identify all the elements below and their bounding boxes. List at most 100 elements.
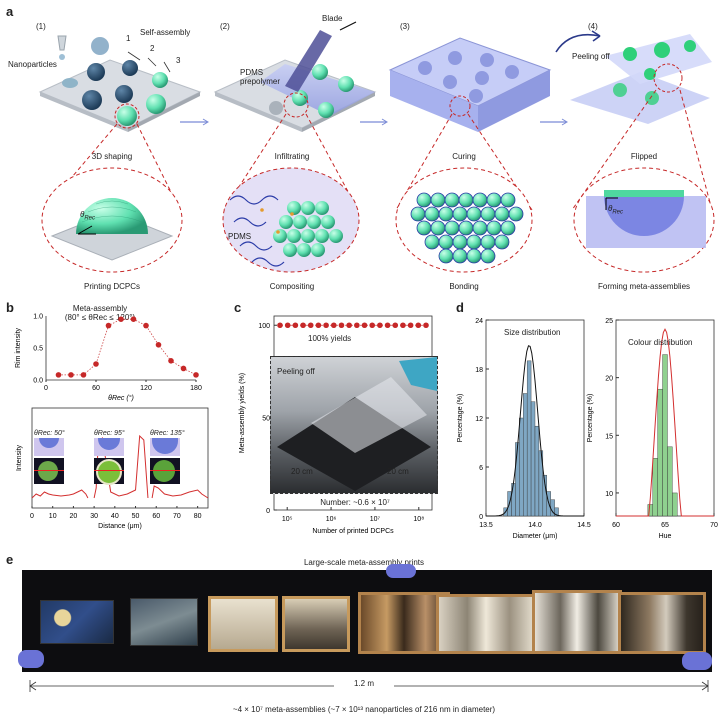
y-tick-label: 50 [262, 416, 270, 423]
y-axis-label: Intensity [16, 444, 23, 471]
x-tick-label: 14.0 [528, 522, 542, 529]
x-tick-label: 180 [190, 385, 202, 392]
step-num-1: (1) [36, 22, 46, 31]
theta-rec-label-1: θRec [80, 210, 96, 222]
chart-rim-intensity: 0 60 120 180 0.0 0.5 1.0 θRec (°) Rim intensity [15, 314, 202, 403]
data-point [55, 372, 62, 378]
data-point [277, 322, 283, 329]
x-tick-label: 80 [194, 513, 202, 520]
histogram-bar [554, 507, 559, 517]
intensity-profile-3 [151, 485, 209, 499]
chart-size-distribution: 0 6 12 18 24 13.5 14.0 14.5 Diameter (μm) Percent… [457, 318, 591, 540]
print-portraits-gray [436, 594, 536, 654]
data-point [284, 322, 291, 329]
step-num-2: (2) [220, 22, 230, 31]
print-sketch-1 [208, 596, 278, 652]
sa-step-3: 3 [176, 56, 181, 65]
y-tick-label: 100 [258, 323, 270, 330]
step4-peel [570, 34, 712, 124]
prints-title: Large-scale meta-assembly prints [303, 558, 425, 567]
data-point [193, 372, 199, 378]
histogram-bar [662, 354, 668, 517]
y-axis-label: Percentage (%) [587, 394, 594, 443]
meta-assembly-title: Meta-assembly [72, 304, 128, 313]
caption-3d-shaping: 3D shaping [91, 152, 133, 161]
prints-strip [18, 564, 712, 672]
data-point [354, 322, 360, 329]
histogram-bar [530, 401, 536, 517]
x-tick-label: 0 [44, 385, 48, 392]
panel-label-a: a [6, 4, 14, 19]
x-tick-label: 60 [92, 385, 100, 392]
step1-droplets [57, 35, 168, 126]
print-einstein [532, 590, 622, 654]
x-axis-label: Number of printed DCPCs [312, 528, 394, 535]
data-point [315, 322, 322, 329]
x-tick-label: 10⁶ [326, 516, 337, 523]
inset-label-50: θRec: 50° [34, 430, 65, 437]
histogram-bar [657, 388, 663, 517]
fit-curve [485, 345, 584, 517]
y-tick-label: 6 [479, 465, 483, 472]
inset-label-135: θRec: 135° [150, 430, 185, 437]
y-tick-label: 25 [605, 318, 613, 325]
data-point [407, 322, 414, 329]
data-point [400, 322, 406, 329]
blade-shape [285, 30, 332, 92]
histogram-bar [526, 360, 532, 517]
data-point [118, 316, 124, 322]
yields-label: 100% yields [308, 334, 352, 343]
zoom-circle-2 [222, 167, 360, 273]
histogram-bar [511, 483, 516, 517]
y-tick-label: 0 [266, 508, 270, 515]
data-point [369, 322, 376, 329]
panel-a-illustration [38, 21, 715, 273]
blade-label: Blade [322, 14, 343, 23]
chart-colour-distribution: 10 15 20 25 60 65 70 Hue Percentage (%) [587, 318, 718, 540]
print-landscape [130, 598, 198, 646]
data-point [346, 322, 352, 329]
peeling-off-photo-label: Peeling off [277, 367, 315, 376]
peel-arrow [555, 33, 601, 53]
step1-highlight-circle [114, 103, 140, 129]
x-tick-label: 50 [132, 513, 140, 520]
intensity-profile-1 [31, 489, 89, 499]
bottom-bonding: Bonding [449, 282, 479, 291]
x-tick-label: 10 [49, 513, 57, 520]
x-tick-label: 40 [111, 513, 119, 520]
y-axis-label: Rim intensity [15, 327, 22, 368]
y-tick-label: 12 [475, 416, 483, 423]
data-point [168, 358, 174, 364]
intensity-profile-2 [93, 434, 149, 499]
rim-intensity-trend [58, 318, 197, 376]
histogram-bar [652, 458, 658, 517]
x-tick-label: 0 [30, 513, 34, 520]
caption-flipped: Flipped [630, 152, 658, 161]
print-portraits-dark [618, 592, 706, 654]
y-axis-label: Meta-assembly yields (%) [239, 373, 246, 453]
data-point [130, 316, 137, 322]
data-point [93, 361, 99, 367]
histogram-bar [519, 417, 524, 517]
panel-label-b: b [6, 300, 14, 315]
panel-label-d: d [456, 300, 464, 315]
data-point [384, 322, 391, 329]
data-point [330, 322, 337, 329]
theta-rec-label-4: θRec [608, 204, 624, 216]
glove-top [386, 564, 416, 578]
caption-curing: Curing [452, 152, 476, 161]
length-label: 1.2 m [334, 679, 394, 688]
data-point [338, 322, 345, 329]
data-point [377, 322, 383, 329]
x-tick-label: 10⁷ [370, 516, 381, 523]
peeling-photo: Peeling off 20 cm 20 cm [270, 356, 438, 494]
x-axis-label: Distance (μm) [98, 523, 142, 530]
y-tick-label: 0 [479, 514, 483, 521]
data-point [361, 322, 368, 329]
dim-left: 20 cm [291, 467, 313, 476]
data-point [155, 342, 162, 348]
bottom-compositing: Compositing [269, 282, 315, 291]
step2-substrate [213, 21, 377, 132]
y-tick-label: 18 [475, 367, 483, 374]
self-assembly-label: Self-assembly [140, 28, 191, 37]
